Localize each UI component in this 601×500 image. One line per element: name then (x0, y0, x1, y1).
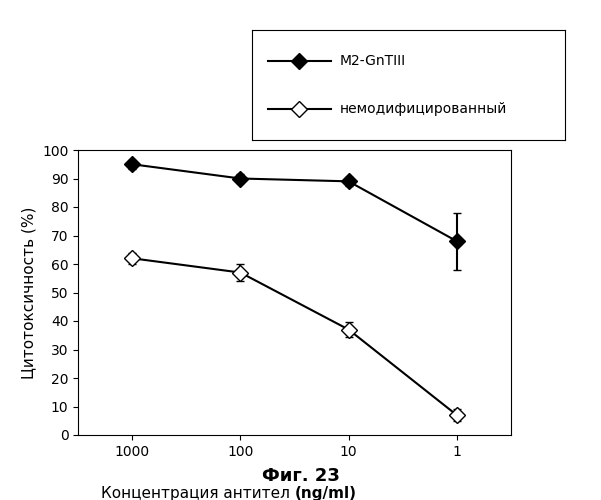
Text: Фиг. 23: Фиг. 23 (261, 467, 340, 485)
Text: Концентрация антител: Концентрация антител (100, 486, 294, 500)
Text: немодифицированный: немодифицированный (340, 102, 507, 116)
Text: (ng/ml): (ng/ml) (294, 486, 356, 500)
Text: M2-GnTIII: M2-GnTIII (340, 54, 406, 68)
Y-axis label: Цитотоксичность (%): Цитотоксичность (%) (22, 206, 37, 378)
